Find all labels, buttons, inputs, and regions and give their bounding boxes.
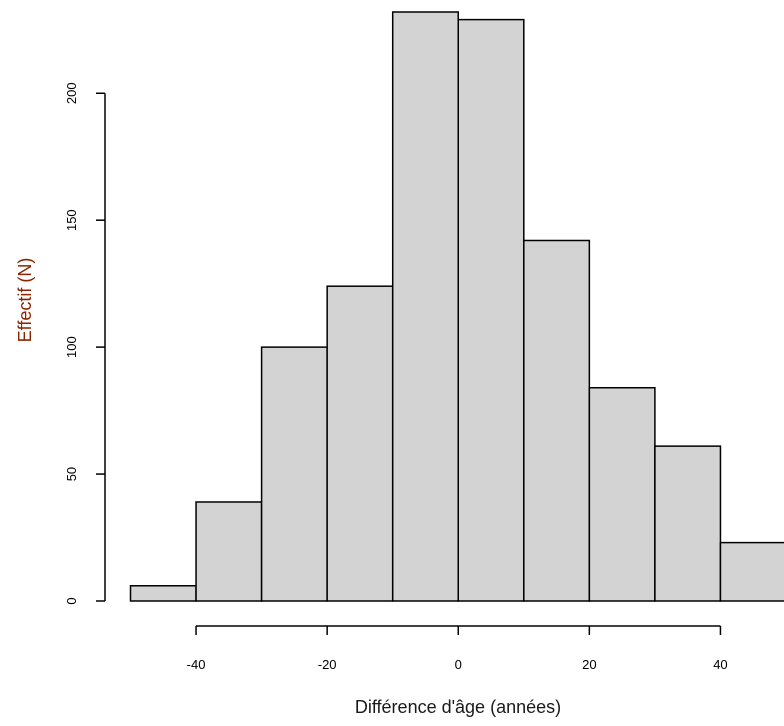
x-axis: -40 -20 0 20 40 [187, 625, 728, 672]
y-axis-label: Effectif (N) [15, 258, 35, 343]
x-tick-label-4: 40 [713, 657, 727, 672]
x-axis-label: Différence d'âge (années) [355, 697, 561, 717]
x-tick-label-0: -40 [187, 657, 206, 672]
y-tick-label-2: 100 [64, 336, 79, 358]
y-tick-label-1: 50 [64, 467, 79, 481]
x-tick-label-1: -20 [318, 657, 337, 672]
histogram-bar-9 [719, 541, 784, 602]
y-tick-label-3: 150 [64, 209, 79, 231]
x-tick-label-3: 20 [582, 657, 596, 672]
y-tick-label-0: 0 [64, 597, 79, 604]
histogram-bar-4 [391, 11, 460, 602]
x-tick-label-2: 0 [455, 657, 462, 672]
histogram-bar-1 [195, 501, 263, 602]
histogram-bar-7 [588, 386, 656, 602]
y-axis: 0 50 100 150 200 [64, 82, 106, 605]
histogram-bar-0 [129, 585, 197, 602]
y-tick-label-4: 200 [64, 82, 79, 104]
histogram-bar-5 [457, 18, 525, 602]
bars-group [129, 11, 784, 602]
histogram-bar-2 [260, 346, 328, 602]
histogram-bar-6 [523, 239, 591, 602]
histogram-bar-3 [326, 285, 394, 602]
histogram-bar-8 [654, 445, 722, 602]
